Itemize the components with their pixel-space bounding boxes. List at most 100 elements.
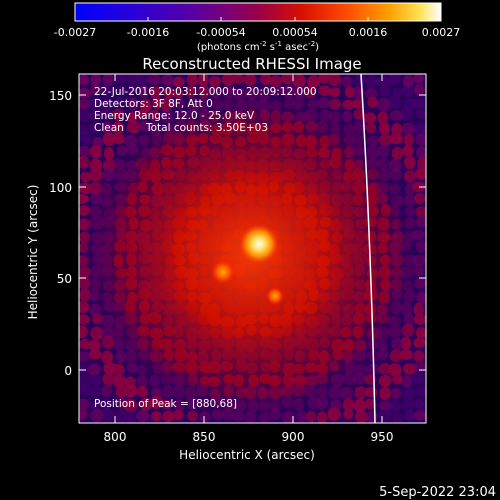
x-tick-label: 950 (371, 430, 394, 444)
texture-blob (89, 158, 103, 173)
texture-blob (377, 111, 389, 125)
texture-blob (90, 84, 102, 97)
texture-blob (99, 99, 114, 110)
texture-blob (101, 407, 115, 421)
texture-blob (416, 291, 426, 305)
texture-blob (243, 74, 257, 86)
texture-blob (399, 349, 413, 360)
texture-blob (124, 376, 136, 387)
plot-frame (78, 73, 427, 424)
texture-blob (375, 75, 390, 87)
x-axis-label: Heliocentric X (arcsec) (179, 448, 315, 462)
texture-blob (79, 301, 90, 314)
texture-blob (102, 372, 115, 386)
texture-blob (79, 338, 91, 350)
texture-blob (414, 192, 426, 205)
texture-blob (90, 108, 103, 121)
texture-blob (162, 410, 175, 423)
texture-blob (402, 145, 414, 157)
texture-blob (232, 74, 245, 85)
x-tick-label: 850 (193, 430, 216, 444)
texture-blob (100, 109, 112, 121)
texture-blob (123, 398, 138, 413)
texture-blob (367, 96, 378, 109)
texture-blob (354, 386, 367, 400)
texture-blob (90, 400, 102, 411)
colorbar-ticks (74, 17, 442, 21)
colorbar-unit-label: (photons cm-2 s-1 asec-2) (197, 40, 319, 53)
texture-blob (343, 409, 354, 420)
texture-blob (79, 193, 89, 204)
texture-blob (391, 123, 403, 136)
texture-blob (79, 99, 91, 110)
texture-blob (328, 98, 342, 110)
texture-blob (413, 123, 426, 136)
texture-blob (387, 95, 402, 110)
texture-blob (318, 85, 331, 96)
texture-blob (342, 76, 353, 88)
texture-blob (403, 410, 417, 421)
texture-blob (304, 84, 317, 99)
texture-blob (329, 87, 341, 98)
texture-blob (149, 395, 164, 409)
texture-blob (90, 74, 101, 87)
texture-blob (392, 86, 403, 98)
texture-blob (140, 397, 152, 411)
texture-blob (112, 108, 125, 122)
texture-blob (111, 133, 125, 145)
texture-blob (125, 410, 137, 423)
texture-blob (103, 147, 115, 161)
colorbar: -0.0027 -0.0016 -0.00054 0.00054 0.0016 … (54, 2, 461, 53)
texture-blob (402, 398, 415, 412)
texture-blob (88, 123, 102, 134)
texture-blob (138, 85, 149, 99)
texture-blob (147, 74, 162, 86)
texture-blob (221, 74, 235, 86)
texture-blob (342, 398, 355, 412)
texture-blob (365, 75, 379, 88)
texture-blob (89, 168, 103, 182)
texture-blob (379, 400, 392, 411)
colorbar-tick-label: -0.0016 (127, 26, 169, 39)
texture-blob (127, 97, 139, 111)
y-tick-label: 0 (64, 364, 72, 378)
texture-blob (152, 98, 163, 110)
texture-blob (127, 120, 141, 134)
texture-blob (186, 74, 198, 86)
texture-blob (173, 409, 184, 421)
texture-blob (413, 313, 426, 325)
texture-blob (413, 337, 426, 348)
texture-blob (79, 351, 91, 362)
texture-blob (400, 336, 412, 351)
texture-blob (90, 144, 102, 159)
texture-blob (102, 132, 116, 146)
texture-blob (401, 374, 413, 388)
x-tick-label: 900 (282, 430, 305, 444)
peak-source (239, 224, 279, 264)
texture-blob (269, 75, 282, 88)
texture-blob (401, 324, 415, 337)
texture-blob (415, 206, 426, 218)
texture-blob (403, 133, 415, 147)
texture-blob (363, 112, 377, 124)
texture-blob (114, 409, 127, 423)
texture-blob (90, 374, 102, 387)
texture-blob (79, 363, 88, 375)
texture-blob (135, 74, 150, 86)
texture-blob (390, 387, 402, 399)
colorbar-gradient (74, 2, 442, 22)
texture-blob (379, 122, 390, 136)
texture-blob (415, 133, 426, 146)
texture-blob (389, 349, 403, 363)
texture-blob (364, 386, 378, 397)
texture-blob (123, 383, 138, 398)
colorbar-tick-label: 0.0027 (422, 26, 461, 39)
texture-blob (80, 131, 92, 145)
colorbar-tick-label: -0.0027 (54, 26, 96, 39)
texture-blob (344, 86, 355, 98)
texture-blob (80, 171, 91, 183)
texture-blob (365, 410, 378, 423)
texture-blob (115, 384, 127, 399)
texture-blob (197, 84, 210, 99)
texture-blob (79, 108, 91, 123)
